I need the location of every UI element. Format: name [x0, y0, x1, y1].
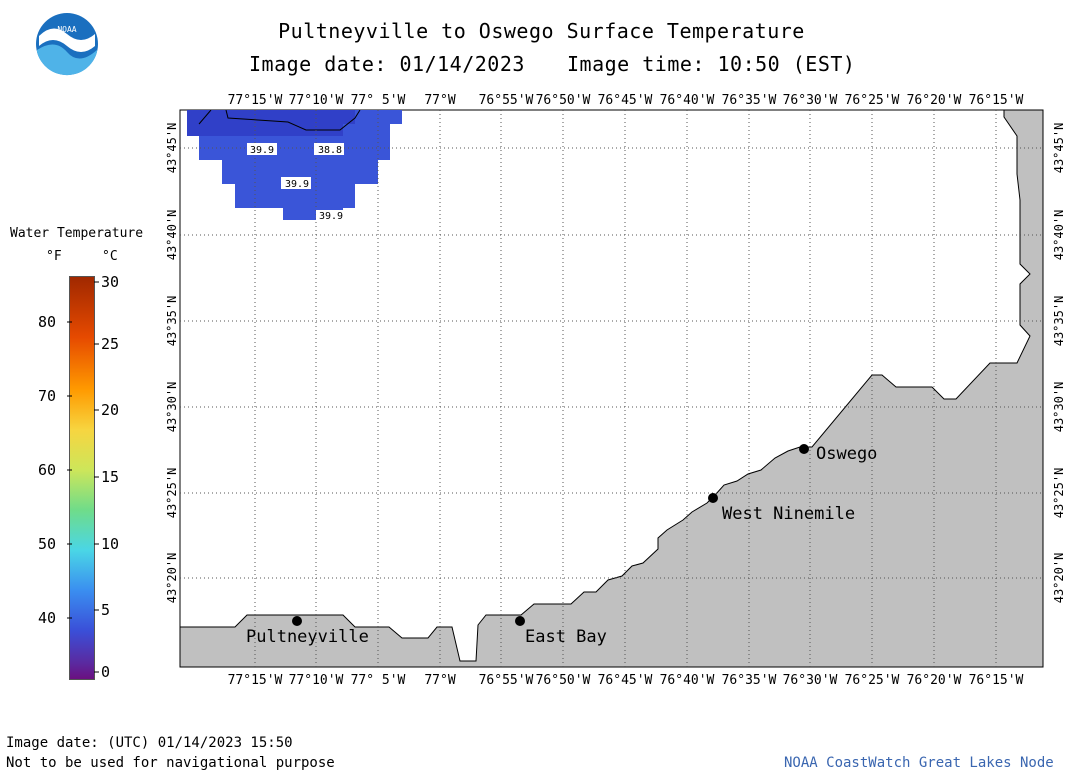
lat-label: 43°40'N [1052, 210, 1066, 261]
lon-label: 76°35'W [722, 673, 777, 688]
place-label-pultneyville: Pultneyville [246, 627, 369, 647]
legend-f-tick: 50 [38, 535, 56, 553]
lat-labels-left: 43°45'N 43°40'N 43°35'N 43°30'N 43°25'N … [165, 123, 179, 604]
legend-c-tick: 15 [101, 468, 119, 486]
place-label-east-bay: East Bay [525, 627, 607, 647]
legend-c-tick: 0 [101, 663, 110, 680]
lon-labels-bottom: 77°15'W 77°10'W 77° 5'W 77°W 76°55'W 76°… [228, 673, 1024, 688]
legend-unit-c: °C [102, 249, 118, 264]
lon-label: 76°20'W [907, 673, 962, 688]
temp-label: 39.9 [319, 211, 343, 222]
lon-label: 76°15'W [969, 673, 1024, 688]
place-marker [708, 493, 718, 503]
lon-label: 76°35'W [722, 93, 777, 108]
lon-label: 76°25'W [845, 673, 900, 688]
lon-labels-top: 77°15'W 77°10'W 77° 5'W 77°W 76°55'W 76°… [228, 93, 1024, 108]
place-label-west-ninemile: West Ninemile [722, 504, 855, 524]
noaa-logo: NOAA [36, 13, 98, 76]
lat-label: 43°25'N [1052, 468, 1066, 519]
legend-f-tick: 80 [38, 313, 56, 331]
legend-c-tick: 5 [101, 601, 110, 619]
lat-label: 43°30'N [165, 382, 179, 433]
place-marker [515, 616, 525, 626]
lon-label: 76°45'W [598, 93, 653, 108]
legend-unit-f: °F [46, 249, 62, 264]
lon-label: 77°W [424, 93, 455, 108]
land-shore [179, 109, 1044, 668]
graticule [180, 110, 1043, 667]
places: Oswego West Ninemile Pultneyville East B… [246, 444, 877, 647]
lat-label: 43°25'N [165, 468, 179, 519]
page-title: Pultneyville to Oswego Surface Temperatu… [278, 19, 805, 43]
lon-label: 77° 5'W [351, 673, 406, 688]
lon-label: 76°50'W [536, 93, 591, 108]
lon-label: 76°30'W [783, 673, 838, 688]
disclaimer: Not to be used for navigational purpose [6, 755, 335, 771]
lat-label: 43°30'N [1052, 382, 1066, 433]
utc-date: Image date: (UTC) 01/14/2023 15:50 [6, 735, 293, 751]
legend-c-tick: 25 [101, 335, 119, 353]
image-date: Image date: 01/14/2023 [249, 52, 525, 76]
place-label-oswego: Oswego [816, 444, 877, 464]
lat-label: 43°45'N [1052, 123, 1066, 174]
legend-c-tick: 30 [101, 273, 119, 291]
lat-label: 43°20'N [1052, 553, 1066, 604]
legend-f-tick: 60 [38, 461, 56, 479]
lon-label: 77° 5'W [351, 93, 406, 108]
lon-label: 76°40'W [660, 673, 715, 688]
lon-label: 76°20'W [907, 93, 962, 108]
lat-label: 43°45'N [165, 123, 179, 174]
legend-title: Water Temperature [10, 226, 144, 241]
lon-label: 76°15'W [969, 93, 1024, 108]
lon-label: 76°45'W [598, 673, 653, 688]
lat-label: 43°20'N [165, 553, 179, 604]
lat-labels-right: 43°45'N 43°40'N 43°35'N 43°30'N 43°25'N … [1052, 123, 1066, 604]
lon-label: 76°55'W [479, 673, 534, 688]
lat-label: 43°35'N [1052, 296, 1066, 347]
temperature-patch [187, 109, 402, 220]
lon-label: 76°40'W [660, 93, 715, 108]
temp-label: 39.9 [285, 179, 309, 190]
legend-f-tick: 40 [38, 609, 56, 627]
place-marker [799, 444, 809, 454]
lon-label: 76°25'W [845, 93, 900, 108]
temperature-labels: 39.9 38.8 39.9 39.9 [247, 143, 344, 222]
legend-ticks: 80 70 60 50 40 30 25 20 15 10 5 0 [38, 273, 119, 680]
legend-c-tick: 10 [101, 535, 119, 553]
lon-label: 76°50'W [536, 673, 591, 688]
place-marker [292, 616, 302, 626]
credit: NOAA CoastWatch Great Lakes Node [784, 755, 1054, 771]
lat-label: 43°35'N [165, 296, 179, 347]
legend-c-tick: 20 [101, 401, 119, 419]
noaa-logo-text: NOAA [57, 25, 76, 34]
image-time: Image time: 10:50 (EST) [567, 52, 856, 76]
temp-label: 38.8 [318, 145, 342, 156]
lon-label: 77°10'W [289, 673, 344, 688]
lon-label: 76°55'W [479, 93, 534, 108]
lon-label: 77°15'W [228, 93, 283, 108]
lon-label: 77°15'W [228, 673, 283, 688]
lat-label: 43°40'N [165, 210, 179, 261]
lon-label: 77°W [424, 673, 455, 688]
lon-label: 76°30'W [783, 93, 838, 108]
legend-f-tick: 70 [38, 387, 56, 405]
legend-colorbar [69, 276, 95, 680]
temp-label: 39.9 [250, 145, 274, 156]
lon-label: 77°10'W [289, 93, 344, 108]
